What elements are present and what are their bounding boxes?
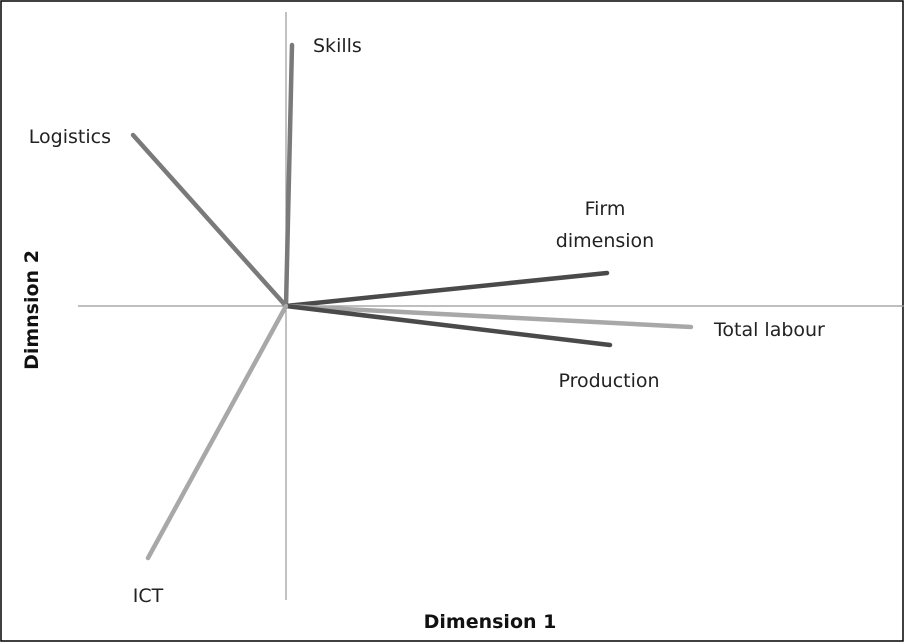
vector-label: ICT — [132, 585, 164, 607]
vector — [283, 303, 613, 348]
vector — [130, 132, 289, 309]
vector — [283, 42, 295, 309]
y-axis-title: Dimnsion 2 — [21, 250, 43, 370]
vector-label: Total labour — [714, 319, 825, 341]
vector-label: Firm dimension — [555, 198, 655, 252]
vector-label: Skills — [313, 35, 362, 57]
vector — [283, 270, 610, 309]
vector-label: Production — [558, 370, 660, 392]
x-axis-title: Dimension 1 — [423, 611, 557, 633]
vector — [283, 303, 694, 330]
vector — [145, 303, 289, 561]
vector-label: Logistics — [28, 126, 111, 148]
